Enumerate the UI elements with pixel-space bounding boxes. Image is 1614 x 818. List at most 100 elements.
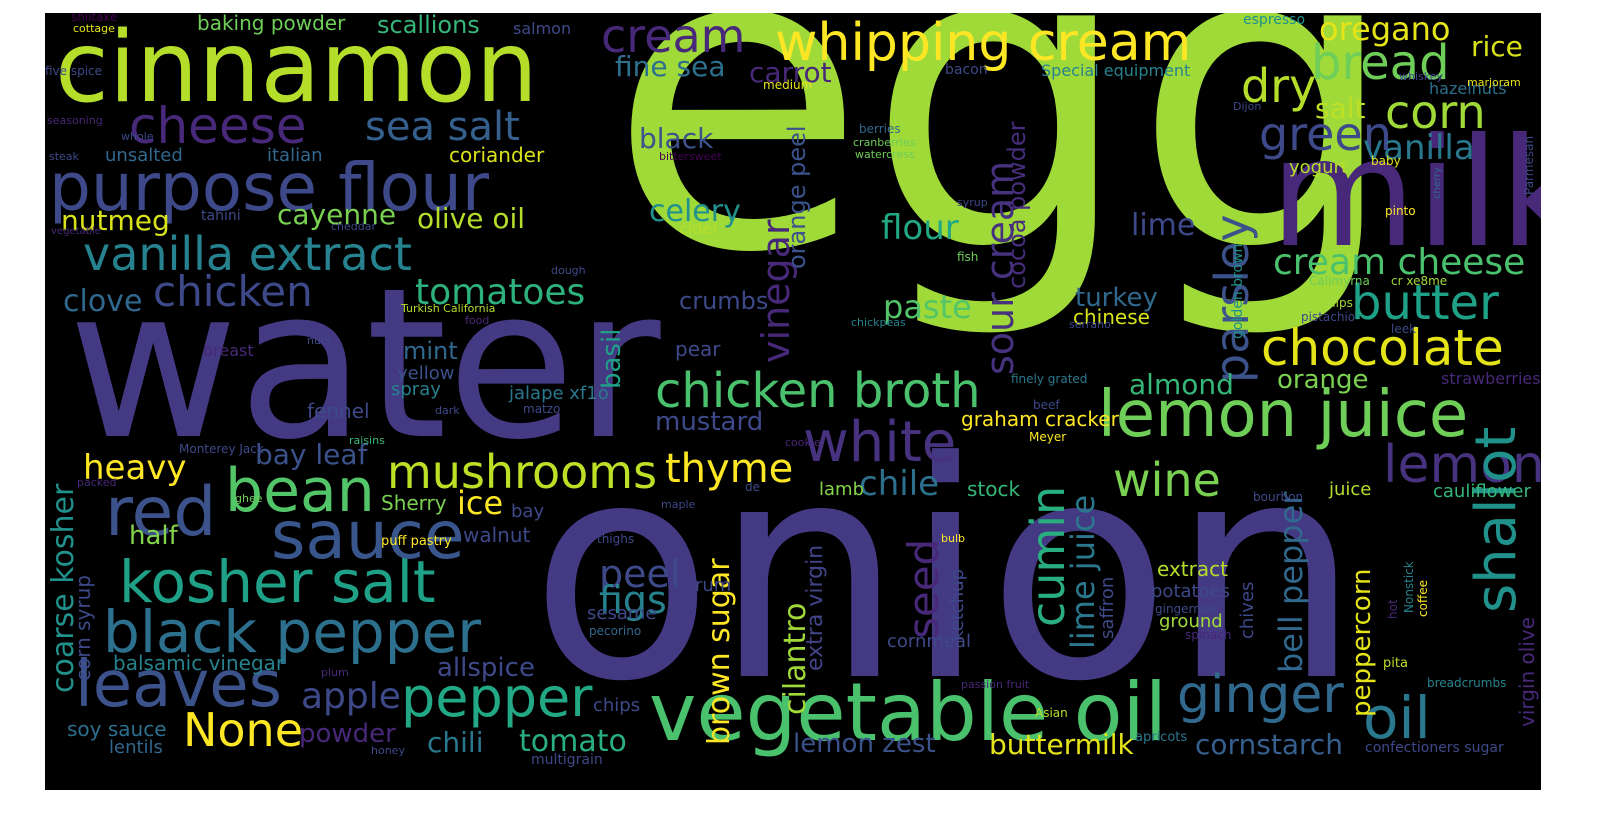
word-nutmeg: nutmeg	[61, 204, 170, 237]
word-cider: cider	[679, 219, 719, 238]
word-celery: celery	[649, 194, 741, 229]
word-ginger: ginger	[1177, 665, 1344, 725]
word-five-spice: five spice	[45, 64, 103, 78]
word-berries: berries	[859, 122, 901, 136]
word-coriander: coriander	[449, 143, 545, 167]
word-seasoning: seasoning	[47, 114, 103, 127]
word-pecorino: pecorino	[589, 624, 642, 638]
word-peel: peel	[599, 552, 681, 596]
word-Sherry: Sherry	[381, 491, 447, 515]
word-vanilla: vanilla	[1363, 128, 1475, 168]
word-cream-cheese: cream cheese	[1273, 242, 1526, 283]
word-sesame: sesame	[587, 603, 657, 624]
word-onion: onion	[530, 398, 1361, 747]
word-egg: egg	[608, 13, 1400, 345]
word-Parmesan: Parmesan	[1522, 135, 1536, 195]
word-shiitake: shiitake	[71, 13, 118, 24]
word-cream: cream	[601, 13, 746, 63]
word-italian: italian	[267, 145, 323, 166]
word-kosher-salt: kosher salt	[119, 548, 436, 616]
word-baking-powder: baking powder	[197, 13, 346, 35]
word-cranberries: cranberries	[853, 136, 916, 149]
word-fish: fish	[957, 250, 979, 264]
word-flour: flour	[881, 208, 959, 248]
word-bread: bread	[1311, 35, 1450, 91]
word-cookie: cookie	[785, 436, 821, 449]
word-virgin-olive: virgin olive	[1515, 616, 1539, 727]
word-multigrain: multigrain	[531, 752, 603, 768]
word-lemon-juice: lemon juice	[1098, 378, 1469, 452]
word-chips: chips	[593, 695, 641, 716]
word-dry: dry	[1241, 59, 1317, 113]
word-fine-sea: fine sea	[615, 50, 726, 83]
word-half: half	[129, 521, 178, 551]
word-confectioners-sugar: confectioners sugar	[1365, 740, 1504, 756]
word-carrot: carrot	[749, 56, 832, 89]
word-basil: basil	[597, 328, 627, 389]
word-orange: orange	[1277, 365, 1369, 395]
word-lamb: lamb	[819, 479, 864, 500]
word-leek: leek	[1391, 322, 1417, 336]
word-salt: salt	[1315, 92, 1366, 125]
word-mushrooms: mushrooms	[387, 445, 658, 499]
word-tomato: tomato	[519, 724, 627, 759]
word-chickpeas: chickpeas	[851, 316, 906, 329]
word-oil: oil	[1363, 684, 1431, 752]
word-maple: maple	[661, 498, 696, 511]
word-red: red	[105, 473, 217, 552]
word-thyme: thyme	[665, 446, 794, 492]
word-matzo: matzo	[523, 402, 561, 416]
word-Monterey-Jack: Monterey Jack	[179, 442, 264, 456]
word-pear: pear	[675, 337, 721, 361]
word-breadcrumbs: breadcrumbs	[1427, 676, 1507, 690]
word-Dijon: Dijon	[1233, 100, 1262, 113]
word-almond: almond	[1129, 368, 1234, 401]
word-heavy: heavy	[83, 448, 187, 488]
word-ground: ground	[1159, 611, 1223, 632]
word-tomatoes: tomatoes	[415, 272, 586, 313]
word-white: white	[803, 410, 957, 475]
word-baby: baby	[1371, 154, 1401, 168]
word-corn: corn	[1385, 85, 1486, 139]
word-nuts: nuts	[307, 334, 331, 347]
word-figs: figs	[599, 578, 667, 622]
word-unsalted: unsalted	[105, 145, 183, 166]
word-cr-xe8me: cr xe8me	[1391, 274, 1448, 288]
word-potatoes: potatoes	[1151, 581, 1231, 602]
word-black: black	[639, 122, 714, 155]
word-bay-leaf: bay leaf	[255, 438, 368, 471]
word-scallions: scallions	[377, 13, 480, 39]
word-plum: plum	[321, 666, 349, 679]
word-chives: chives	[1237, 581, 1258, 639]
word-whiskey: whiskey	[1399, 70, 1444, 83]
word-mint: mint	[403, 337, 458, 365]
word-chocolate: chocolate	[1261, 319, 1504, 377]
word-turkey: turkey	[1075, 283, 1158, 313]
word-dark: dark	[435, 404, 460, 417]
word-salmon: salmon	[513, 19, 572, 38]
word-mustard: mustard	[655, 407, 764, 437]
word-pistachio: pistachio	[1301, 310, 1356, 324]
word-hazelnuts: hazelnuts	[1429, 79, 1507, 98]
word-syrup: syrup	[957, 196, 988, 209]
word-fennel: fennel	[307, 399, 370, 423]
word-apricots: apricots	[1135, 730, 1188, 745]
word-purpose-flour: purpose flour	[49, 149, 490, 226]
word-cinnamon: cinnamon	[55, 13, 538, 125]
word-milk: milk	[1270, 107, 1541, 281]
word-de: de	[745, 480, 760, 494]
word-honey: honey	[371, 744, 405, 757]
word-walnut: walnut	[463, 523, 531, 547]
word-thighs: thighs	[597, 532, 635, 546]
word-olive-oil: olive oil	[417, 202, 526, 235]
word-cheddar: cheddar	[331, 220, 377, 233]
word-turnips: turnips	[1311, 296, 1353, 310]
word-Asian: Asian	[1035, 706, 1068, 720]
word-cloud: egg water onion cinnamon milk purpose fl…	[45, 13, 1541, 790]
word-cocoa-powder: cocoa powder	[1003, 121, 1031, 289]
word-clove: clove	[63, 284, 143, 319]
word-graham-cracker: graham cracker	[961, 407, 1119, 431]
word-Special-equipment: Special equipment	[1041, 61, 1191, 80]
word-lemon-zest: lemon zest	[793, 729, 936, 759]
word-stock: stock	[967, 477, 1021, 501]
